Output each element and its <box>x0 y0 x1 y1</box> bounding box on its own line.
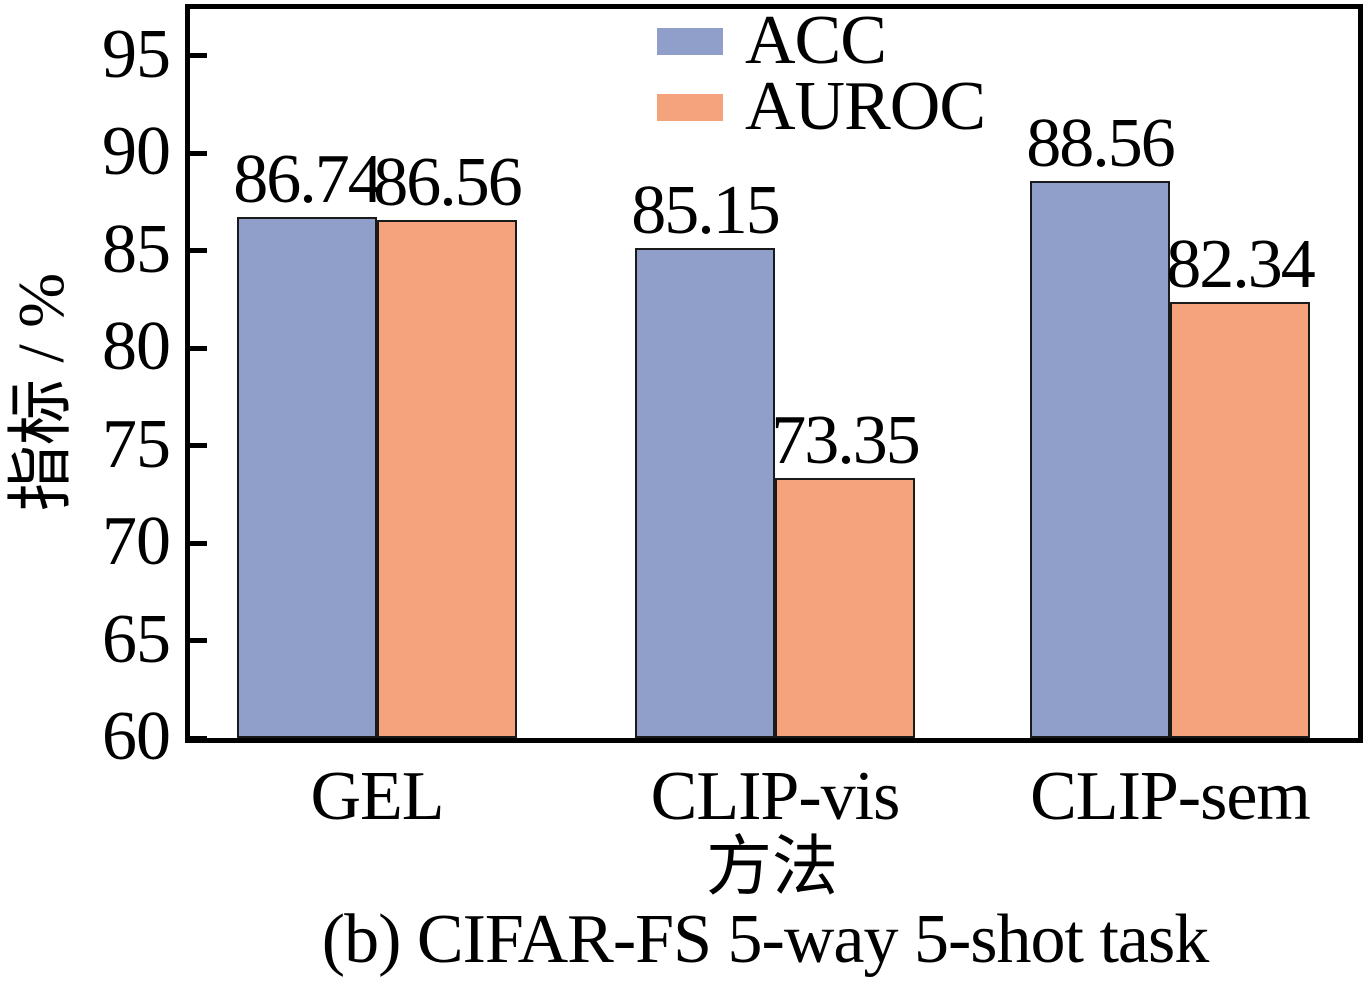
bar-value-label: 88.56 <box>1026 105 1175 183</box>
x-category-label: CLIP-sem <box>1030 758 1311 835</box>
bar-auroc-clip-sem <box>1170 302 1310 738</box>
legend-item-acc: ACC <box>657 2 985 79</box>
legend-item-auroc: AUROC <box>657 68 986 145</box>
legend-swatch-auroc <box>657 93 723 121</box>
y-tick <box>190 540 207 546</box>
bar-auroc-clip-vis <box>775 477 915 738</box>
y-tick-label: 90 <box>102 113 171 190</box>
legend-label: ACC <box>745 2 887 79</box>
y-tick <box>190 150 207 156</box>
bar-value-label: 85.15 <box>631 171 780 249</box>
figure-caption: (b) CIFAR-FS 5-way 5-shot task <box>321 901 1209 978</box>
bar-acc-clip-vis <box>635 247 775 738</box>
y-tick <box>190 638 207 643</box>
legend: ACC AUROC <box>657 2 986 145</box>
bar-value-label: 82.34 <box>1166 226 1315 304</box>
y-tick-label: 70 <box>102 503 171 580</box>
legend-label: AUROC <box>745 68 986 145</box>
bar-acc-clip-sem <box>1030 181 1170 738</box>
bar-acc-gel <box>237 216 377 738</box>
y-tick-label: 80 <box>102 308 171 385</box>
y-tick-label: 95 <box>102 15 171 93</box>
y-tick-label: 60 <box>102 698 171 775</box>
bar-auroc-gel <box>377 220 517 738</box>
x-category-label: CLIP-vis <box>650 758 901 835</box>
y-tick <box>190 248 207 253</box>
y-tick-label: 85 <box>102 210 171 288</box>
bar-value-label: 86.56 <box>373 144 522 222</box>
bar-value-label: 73.35 <box>771 401 920 479</box>
x-category-label: GEL <box>310 758 444 835</box>
y-tick <box>190 345 207 351</box>
y-tick-label: 65 <box>102 600 171 678</box>
x-axis-title: 方法 <box>706 831 838 904</box>
y-tick-label: 75 <box>102 405 171 483</box>
legend-swatch-acc <box>657 27 723 55</box>
y-tick <box>190 53 207 58</box>
plot-area: 86.74 85.15 88.56 86.56 73.35 82.34 <box>185 4 1363 743</box>
bar-value-label: 86.74 <box>233 140 382 218</box>
y-tick <box>190 443 207 448</box>
y-tick <box>190 735 207 741</box>
